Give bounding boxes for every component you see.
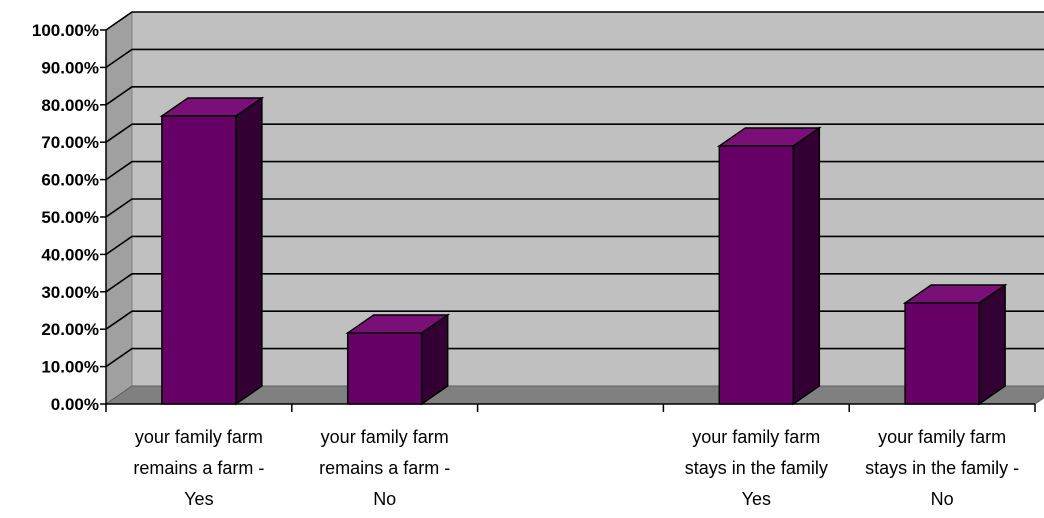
y-tick-label: 20.00%: [41, 320, 99, 339]
bar: [345, 313, 451, 406]
x-category-label-line: remains a farm -: [133, 458, 264, 478]
x-category-label: your family farm remains a farm - No: [319, 427, 450, 509]
bar-front: [346, 332, 423, 405]
bars: [159, 96, 1008, 406]
y-tick-label: 60.00%: [41, 171, 99, 190]
y-tick-label: 50.00%: [41, 208, 99, 227]
x-axis-labels: your family farm remains a farm -Yesyour …: [133, 427, 1019, 509]
bar-front: [718, 145, 795, 405]
gridline: [105, 123, 1044, 143]
y-tick-label: 90.00%: [41, 58, 99, 77]
y-tick-label: 100.00%: [32, 21, 99, 40]
x-category-label-line: stays in the family: [685, 458, 828, 478]
bar-side: [792, 126, 821, 406]
x-category-label-line: No: [931, 489, 954, 509]
x-category-label: your family farm stays in the family Yes: [685, 427, 828, 509]
bar: [902, 283, 1008, 406]
bar-front: [904, 302, 980, 405]
y-tick-label: 40.00%: [41, 245, 99, 264]
y-axis-ticks: 0.00% 10.00% 20.00% 30.00% 40.00% 50.00% 60.00…: [32, 21, 106, 414]
x-category-label-line: Yes: [184, 489, 213, 509]
x-category-label-line: remains a farm -: [319, 458, 450, 478]
bar-side: [978, 283, 1006, 406]
x-category-label-line: your family farm: [878, 427, 1006, 447]
gridline: [105, 11, 1044, 31]
bar: [716, 126, 822, 406]
y-tick-label: 80.00%: [41, 96, 99, 115]
bar-front: [161, 115, 237, 405]
x-category-label-line: your family farm: [135, 427, 263, 447]
y-tick-label: 70.00%: [41, 133, 99, 152]
gridline: [105, 48, 1044, 69]
x-category-label-line: your family farm: [321, 427, 449, 447]
y-tick-label: 30.00%: [41, 283, 99, 302]
x-category-label: your family farm remains a farm - Yes: [133, 427, 264, 509]
y-tick-label: 0.00%: [51, 395, 99, 414]
bar: [159, 96, 265, 406]
x-category-label-line: Yes: [742, 489, 771, 509]
x-category-label-line: stays in the family -: [865, 458, 1019, 478]
x-category-label-line: your family farm: [692, 427, 820, 447]
y-tick-label: 10.00%: [41, 358, 99, 377]
bar-side: [235, 96, 263, 406]
gridline: [105, 86, 1044, 106]
x-category-label: your family farm stays in the family - No: [865, 427, 1019, 509]
x-category-label-line: No: [373, 489, 396, 509]
